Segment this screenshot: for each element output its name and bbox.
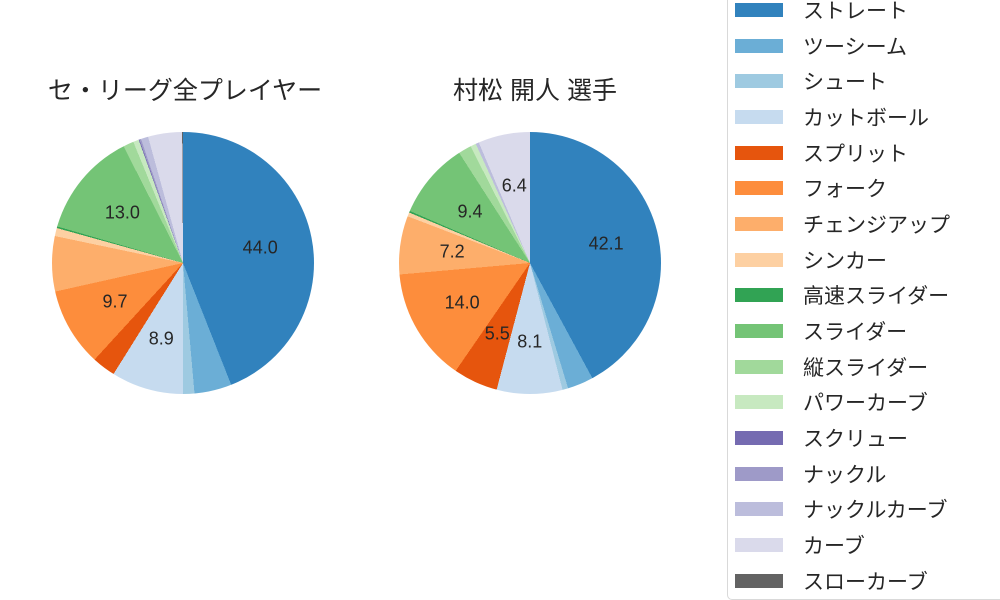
- pie-chart-left: [52, 132, 314, 394]
- legend-swatch: [735, 359, 783, 374]
- legend-swatch: [735, 573, 783, 588]
- legend-swatch: [735, 431, 783, 446]
- legend-item-label: カーブ: [803, 535, 865, 559]
- legend-swatch: [735, 2, 783, 17]
- legend-item-label: スクリュー: [803, 428, 908, 452]
- legend-item: ストレート: [728, 0, 1000, 28]
- legend-item-label: シンカー: [803, 249, 887, 273]
- right-pie-title: 村松 開人 選手: [453, 77, 617, 105]
- legend-item-label: チェンジアップ: [803, 213, 950, 237]
- legend-item-label: ストレート: [803, 0, 908, 23]
- legend-item: スクリュー: [728, 420, 1000, 456]
- legend-swatch: [735, 395, 783, 410]
- legend-item-label: カットボール: [803, 106, 929, 130]
- legend-swatch: [735, 288, 783, 303]
- legend-item-label: フォーク: [803, 178, 887, 202]
- legend-item: カットボール: [728, 99, 1000, 135]
- chart-legend: ストレートツーシームシュートカットボール スプリットフォークチェンジアップ シンカー…: [727, 0, 1000, 600]
- legend-swatch: [735, 38, 783, 53]
- legend-item: スプリット: [728, 135, 1000, 171]
- legend-item: 縦スライダー: [728, 349, 1000, 385]
- legend-swatch: [735, 324, 783, 339]
- legend-item-label: スローカーブ: [803, 570, 928, 594]
- legend-item: フォーク: [728, 170, 1000, 206]
- legend-item: スローカーブ: [728, 563, 1000, 599]
- legend-swatch: [735, 181, 783, 196]
- legend-swatch: [735, 466, 783, 481]
- legend-item-label: スライダー: [803, 321, 908, 345]
- pie-chart-right: [399, 132, 661, 394]
- legend-item: ツーシーム: [728, 28, 1000, 64]
- legend-item-label: シュート: [803, 71, 887, 95]
- left-pie-title: セ・リーグ全プレイヤー: [47, 77, 323, 105]
- legend-item: シュート: [728, 63, 1000, 99]
- legend-item-label: スプリット: [803, 142, 908, 166]
- legend-item-label: パワーカーブ: [803, 392, 928, 416]
- legend-swatch: [735, 538, 783, 553]
- legend-item-label: 縦スライダー: [803, 356, 929, 380]
- legend-swatch: [735, 145, 783, 160]
- legend-item-label: 高速スライダー: [803, 285, 950, 309]
- legend-item: ナックル: [728, 456, 1000, 492]
- legend-item-label: ナックルカーブ: [803, 499, 948, 523]
- legend-swatch: [735, 252, 783, 267]
- legend-swatch: [735, 74, 783, 89]
- legend-item: パワーカーブ: [728, 385, 1000, 421]
- legend-item: スライダー: [728, 313, 1000, 349]
- legend-swatch: [735, 502, 783, 517]
- legend-item-label: ツーシーム: [803, 35, 907, 59]
- legend-item: シンカー: [728, 242, 1000, 278]
- legend-item: チェンジアップ: [728, 206, 1000, 242]
- legend-item: カーブ: [728, 527, 1000, 563]
- legend-item-label: ナックル: [803, 463, 887, 487]
- legend-item: ナックルカーブ: [728, 492, 1000, 528]
- legend-swatch: [735, 216, 783, 231]
- legend-swatch: [735, 109, 783, 124]
- legend-item: 高速スライダー: [728, 278, 1000, 314]
